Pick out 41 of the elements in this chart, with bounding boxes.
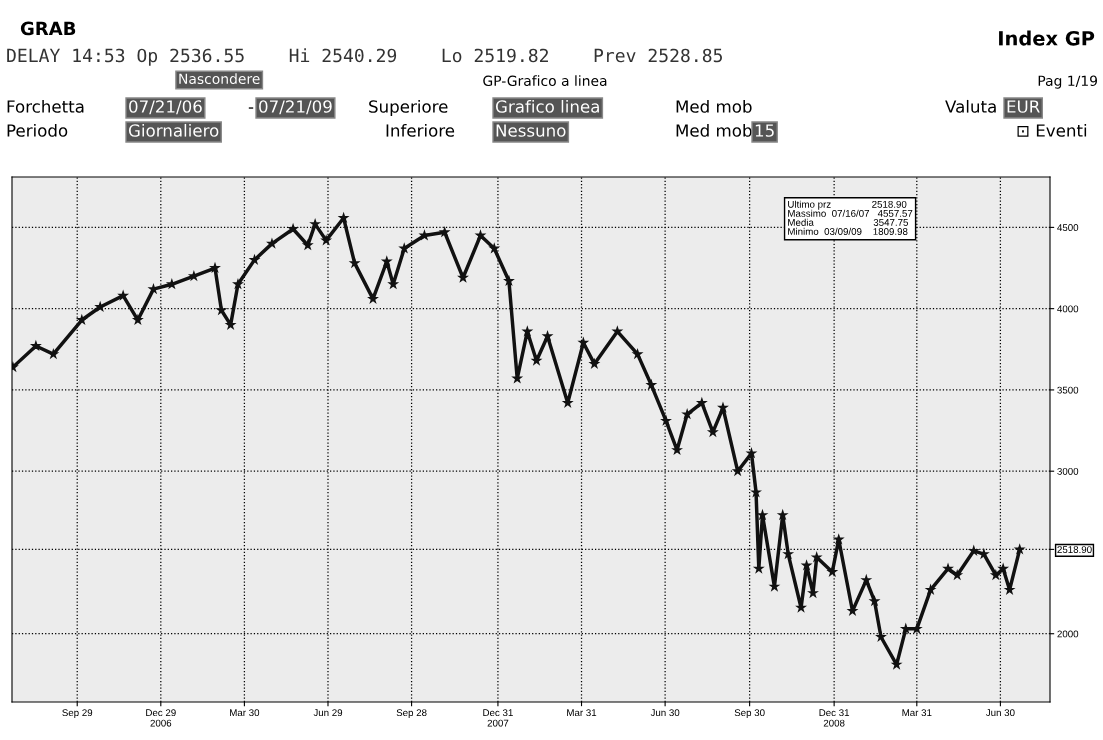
y-tick-label: 2000 [1057, 630, 1079, 638]
x-tick-label: Dec 31 2008 [819, 709, 850, 727]
y-tick-label: 4000 [1057, 305, 1079, 313]
text: GP-Grafico a linea [483, 75, 607, 87]
x-tick-label: Mar 31 [567, 709, 597, 717]
text: ⊡ Eventi [1017, 123, 1087, 137]
text: Med mob [676, 123, 752, 137]
annotation: Ultimo prz 2518.90 Massimo 07/16/07 4557.57 Media 3547.75 Minimo 03/09/09 1809.98 [788, 200, 913, 235]
text: Giornaliero [128, 123, 219, 137]
y-tick-label: 3000 [1057, 467, 1079, 475]
text: Nascondere [179, 73, 260, 85]
text: 07/21/09 [259, 100, 332, 115]
y-tick-label: 3500 [1057, 386, 1079, 394]
text: Med mob [676, 99, 752, 113]
text: Nessuno [496, 124, 566, 137]
text: Index GP [999, 30, 1095, 46]
x-tick-label: Jun 29 [313, 709, 343, 717]
text: Forchetta [7, 99, 84, 113]
text: 15 [755, 124, 774, 137]
text: EUR [1007, 100, 1040, 113]
text: 07/21/06 [129, 100, 202, 115]
x-tick-label: Sep 29 [62, 709, 93, 719]
x-tick-label: Mar 30 [230, 709, 260, 717]
text: Pag 1/19 [1038, 75, 1098, 89]
text: Inferiore [386, 123, 455, 137]
chart-title: GRAB [20, 21, 76, 36]
x-tick-label: Jun 30 [985, 709, 1015, 717]
text: Grafico linea [495, 99, 599, 113]
x-tick-label: Mar 31 [902, 709, 932, 717]
x-tick-label: Dec 31 2007 [483, 709, 513, 727]
x-tick-label: Jun 30 [650, 709, 680, 717]
x-tick-label: Sep 28 [396, 709, 427, 719]
x-tick-label: Sep 30 [734, 709, 765, 719]
x-tick-label: Dec 29 2006 [146, 709, 176, 727]
text: Periodo [7, 123, 68, 137]
chart-subtitle: DELAY 14:53 Op 2536.55 Hi 2540.29 Lo 2519.82 Prev 2528.85 [7, 48, 722, 66]
y-tick-label: 2518.90 [1057, 546, 1092, 554]
text: Valuta [945, 99, 996, 113]
text: - [248, 107, 254, 109]
text: Superiore [369, 99, 448, 117]
y-tick-label: 4500 [1057, 224, 1079, 232]
